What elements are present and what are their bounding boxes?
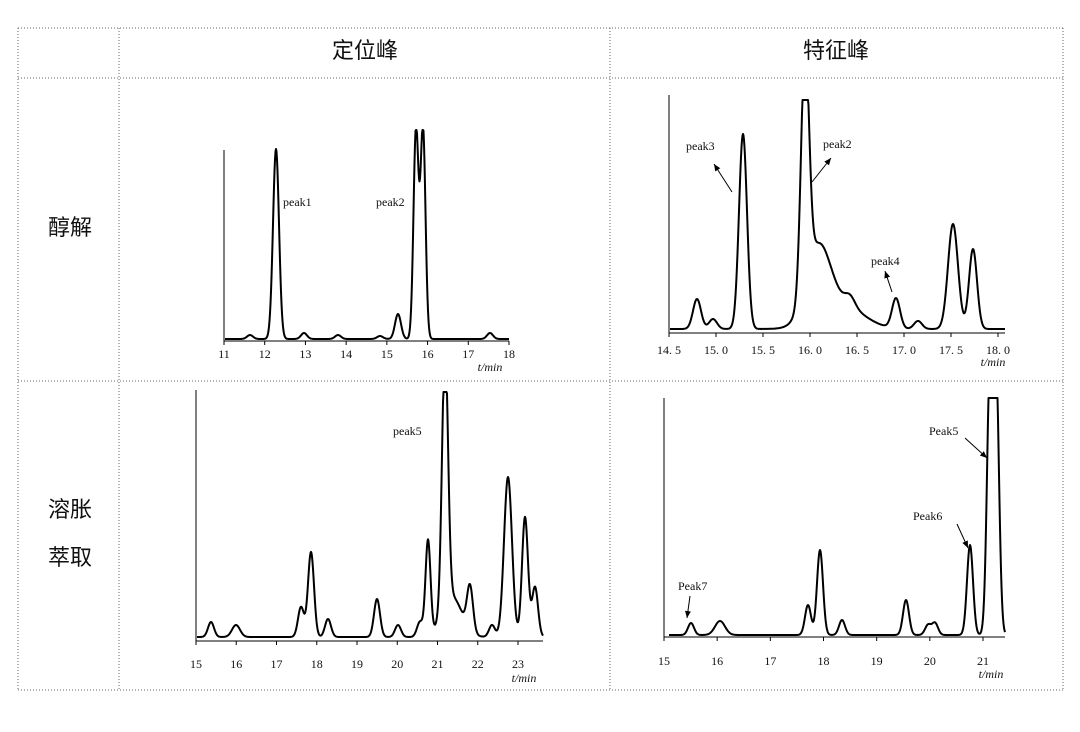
x-axis-label: t/min <box>478 360 503 374</box>
row-label: 醇解 <box>48 215 92 240</box>
x-tick-label: 14. 5 <box>657 343 681 357</box>
x-tick-label: 16. 0 <box>798 343 822 357</box>
x-tick-label: 15 <box>658 654 670 668</box>
x-tick-label: 16 <box>230 657 242 671</box>
x-tick-label: 13 <box>299 347 311 361</box>
x-tick-label: 23 <box>512 657 524 671</box>
peak-label: peak4 <box>871 254 900 268</box>
row-label: 萃取 <box>48 545 92 570</box>
peak-label: Peak6 <box>913 509 942 523</box>
x-axis-label: t/min <box>512 671 537 685</box>
x-tick-label: 18. 0 <box>986 343 1010 357</box>
x-tick-label: 20 <box>391 657 403 671</box>
x-tick-label: 14 <box>340 347 352 361</box>
x-tick-label: 17 <box>271 657 283 671</box>
x-tick-label: 18 <box>311 657 323 671</box>
arrows <box>684 157 988 619</box>
x-tick-label: 17 <box>764 654 776 668</box>
trace <box>669 99 1006 330</box>
x-axis-label: t/min <box>979 667 1004 681</box>
peak-label: peak2 <box>823 137 852 151</box>
peak-label: peak3 <box>686 139 715 153</box>
column-header: 特征峰 <box>803 38 869 63</box>
x-tick-label: 22 <box>472 657 484 671</box>
peak-label: peak5 <box>393 424 422 438</box>
x-tick-label: 17 <box>462 347 474 361</box>
trace <box>668 397 1006 636</box>
x-tick-label: 21 <box>977 654 989 668</box>
x-tick-label: 21 <box>432 657 444 671</box>
x-tick-label: 11 <box>218 347 230 361</box>
x-tick-label: 12 <box>259 347 271 361</box>
peak-label: Peak5 <box>929 424 958 438</box>
peak-label: peak2 <box>376 195 405 209</box>
x-tick-label: 15. 0 <box>704 343 728 357</box>
x-axis-label: t/min <box>981 355 1006 369</box>
x-tick-label: 16 <box>422 347 434 361</box>
table-borders <box>17 27 1064 691</box>
column-header: 定位峰 <box>332 38 398 63</box>
x-tick-label: 15 <box>381 347 393 361</box>
x-tick-label: 18 <box>503 347 515 361</box>
x-tick-label: 16 <box>711 654 723 668</box>
x-tick-label: 20 <box>924 654 936 668</box>
x-tick-label: 19 <box>351 657 363 671</box>
peak-label: peak1 <box>283 195 312 209</box>
x-tick-label: 18 <box>818 654 830 668</box>
trace <box>196 391 544 638</box>
x-tick-label: 17. 0 <box>892 343 916 357</box>
peak-label: Peak7 <box>678 579 707 593</box>
x-tick-label: 16. 5 <box>845 343 869 357</box>
x-tick-label: 15. 5 <box>751 343 775 357</box>
x-tick-label: 19 <box>871 654 883 668</box>
row-label: 溶胀 <box>48 497 92 522</box>
x-tick-label: 17. 5 <box>939 343 963 357</box>
x-tick-label: 15 <box>190 657 202 671</box>
trace <box>224 129 510 340</box>
